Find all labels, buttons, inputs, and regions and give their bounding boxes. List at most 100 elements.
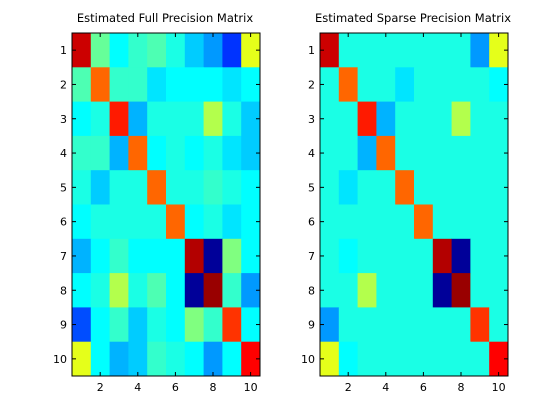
heatmap-cell (320, 135, 340, 171)
heatmap-cell (432, 101, 452, 137)
heatmap-cell (72, 101, 92, 137)
heatmap-cell (395, 33, 415, 68)
heatmap-cell (489, 341, 509, 377)
x-tick-label: 8 (458, 381, 465, 394)
heatmap-cell (414, 307, 434, 343)
heatmap-cell (222, 33, 242, 68)
heatmap-cell (128, 238, 148, 274)
heatmap-cell (376, 135, 396, 171)
heatmap-cell (320, 101, 340, 137)
heatmap-cell (489, 135, 509, 171)
heatmap-cell (128, 204, 148, 240)
heatmap-cell (376, 170, 396, 205)
heatmap-cell (432, 307, 452, 343)
heatmap-cell (395, 101, 415, 137)
heatmap-cell (338, 170, 358, 205)
heatmap-cell (414, 170, 434, 205)
heatmap-cell (489, 307, 509, 343)
x-tick-label: 8 (210, 381, 217, 394)
heatmap-cell (241, 33, 261, 68)
heatmap-cell (90, 341, 110, 377)
heatmap-cell (72, 33, 92, 68)
heatmap-cell (184, 135, 204, 171)
heatmap-cell (395, 238, 415, 274)
heatmap-cell (414, 33, 434, 68)
heatmap-cell (451, 135, 471, 171)
heatmap-cell (376, 273, 396, 308)
heatmap-cell (128, 135, 148, 171)
heatmap-cell (376, 33, 396, 68)
heatmap-cell (432, 170, 452, 205)
heatmap-cell (109, 33, 129, 68)
heatmap-cell (203, 204, 223, 240)
heatmap-cell (320, 33, 340, 68)
y-tick-label: 5 (60, 181, 67, 194)
heatmap-cell (109, 67, 129, 102)
heatmap-cell (451, 33, 471, 68)
heatmap-cell (470, 101, 490, 137)
heatmap-cell (320, 273, 340, 308)
heatmap-cell (489, 238, 509, 274)
heatmap-cell (128, 67, 148, 102)
heatmap-cell (109, 307, 129, 343)
heatmap-cell (109, 135, 129, 171)
heatmap-cell (376, 101, 396, 137)
heatmap-cell (90, 204, 110, 240)
heatmap-cell (72, 307, 92, 343)
heatmap-cell (203, 101, 223, 137)
heatmap-cell (414, 101, 434, 137)
heatmap-cell (128, 341, 148, 377)
chart-title: Estimated Full Precision Matrix (77, 11, 253, 25)
y-tick-label: 8 (308, 284, 315, 297)
heatmap-cell (90, 238, 110, 274)
x-tick-label: 2 (97, 381, 104, 394)
heatmap-cell (432, 67, 452, 102)
heatmap-cell (166, 33, 186, 68)
x-tick-label: 6 (420, 381, 427, 394)
heatmap-cell (203, 33, 223, 68)
heatmap-cell (90, 67, 110, 102)
y-tick-label: 5 (308, 181, 315, 194)
heatmap-cell (147, 341, 167, 377)
heatmap-cell (222, 170, 242, 205)
heatmap-cell (376, 204, 396, 240)
y-tick-label: 9 (60, 319, 67, 332)
heatmap-cell (166, 341, 186, 377)
heatmap-cell (338, 238, 358, 274)
heatmap-cell (222, 273, 242, 308)
plot-frame (319, 32, 509, 377)
heatmap-cell (241, 170, 261, 205)
heatmap-cell (489, 67, 509, 102)
heatmap-cell (241, 67, 261, 102)
heatmap-cell (357, 238, 377, 274)
heatmap-cell (395, 204, 415, 240)
heatmap-cell (338, 135, 358, 171)
y-tick-label: 9 (308, 319, 315, 332)
heatmap-cell (470, 238, 490, 274)
heatmap-cell (489, 273, 509, 308)
heatmap-cell (147, 170, 167, 205)
heatmap-cell (451, 238, 471, 274)
heatmap-cell (320, 307, 340, 343)
heatmap-cell (109, 341, 129, 377)
heatmap-cell (489, 101, 509, 137)
heatmap-cell (376, 307, 396, 343)
heatmap-cell (184, 33, 204, 68)
heatmap-cell (338, 307, 358, 343)
heatmap-cell (241, 307, 261, 343)
heatmap-cell (222, 204, 242, 240)
heatmap-cell (184, 307, 204, 343)
heatmap-cell (166, 204, 186, 240)
heatmap-cell (414, 67, 434, 102)
y-tick-label: 10 (53, 353, 67, 366)
heatmap-cell (489, 204, 509, 240)
heatmap-cell (72, 341, 92, 377)
heatmap-cell (357, 135, 377, 171)
heatmap-cell (470, 341, 490, 377)
heatmap-cell (166, 101, 186, 137)
heatmap-cell (451, 307, 471, 343)
heatmap-cell (72, 204, 92, 240)
heatmap-cell (203, 341, 223, 377)
heatmap-cell (338, 67, 358, 102)
